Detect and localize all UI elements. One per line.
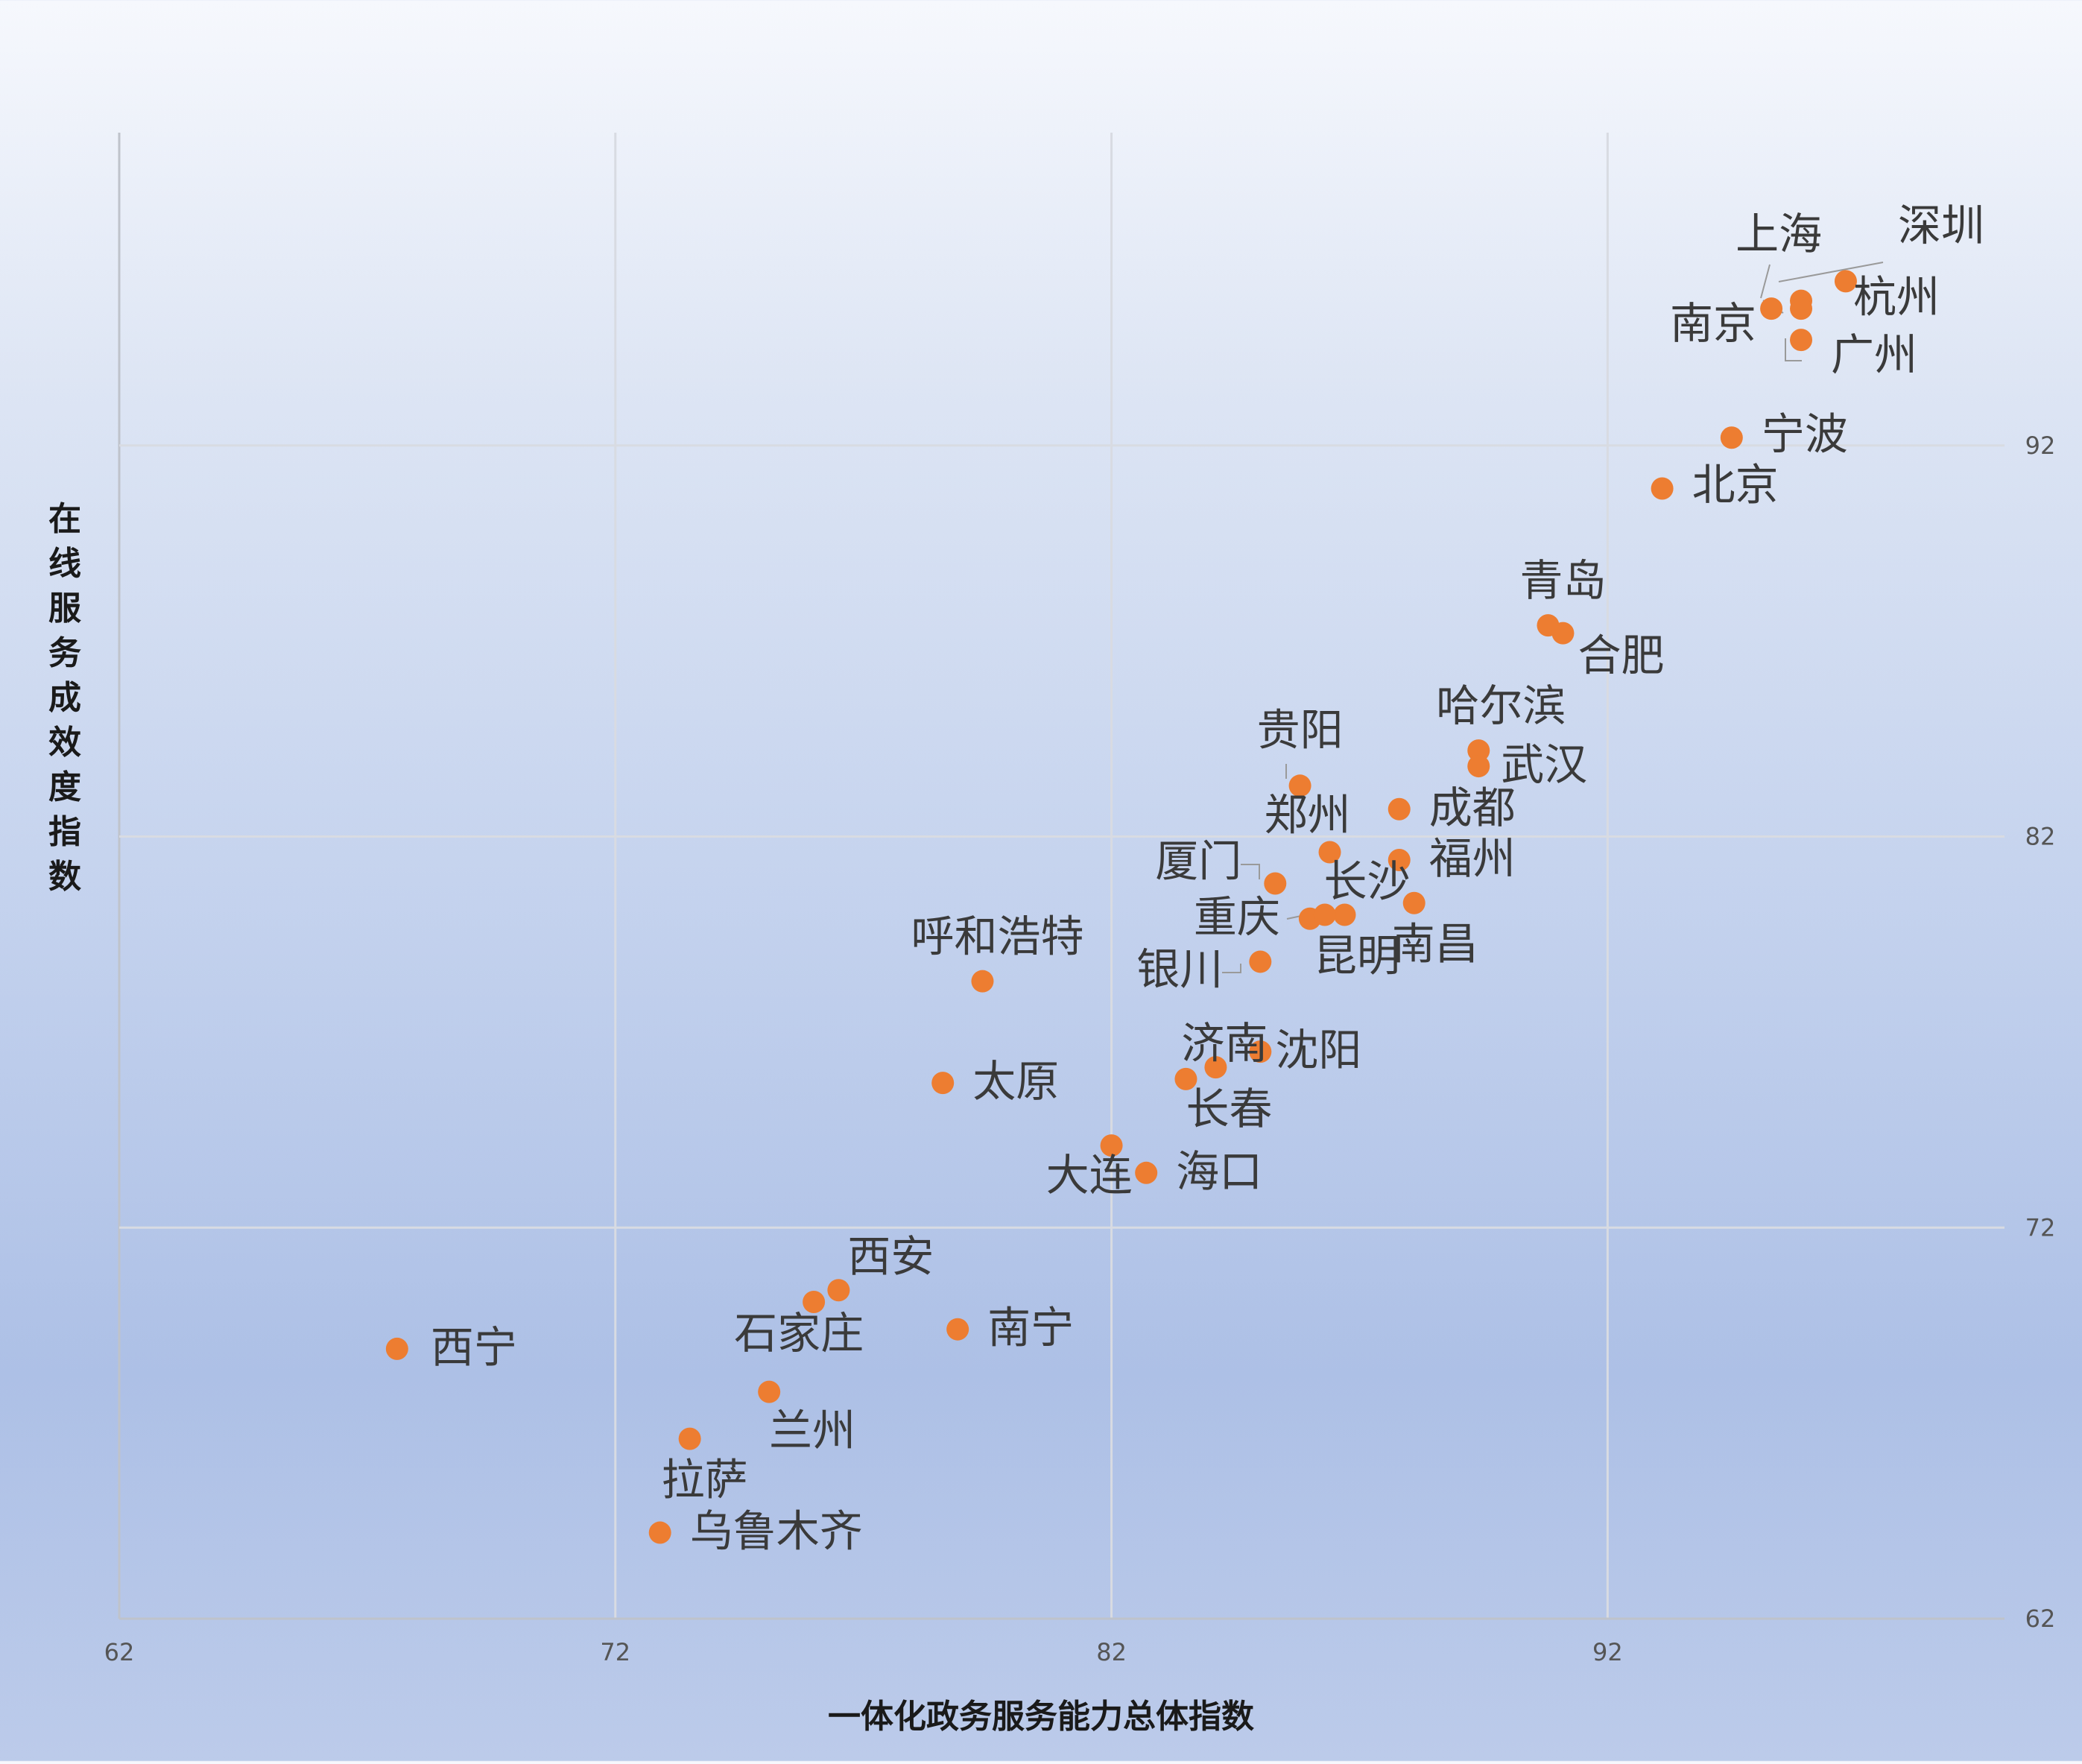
data-label: 银川 (1136, 943, 1223, 994)
data-label: 大连 (1046, 1150, 1133, 1201)
data-label: 青岛 (1519, 555, 1606, 606)
data-label: 拉萨 (662, 1455, 748, 1505)
leader-line (1222, 964, 1241, 973)
data-label: 郑州 (1265, 790, 1351, 841)
data-label: 长沙 (1323, 856, 1410, 906)
y-axis-title-char: 数 (48, 858, 81, 896)
data-label: 成都 (1429, 783, 1516, 833)
data-label: 南宁 (987, 1303, 1074, 1353)
data-point (931, 1072, 955, 1095)
data-point (1790, 297, 1813, 320)
data-point (648, 1521, 671, 1544)
data-point (1288, 774, 1311, 797)
data-point (1333, 903, 1356, 926)
y-tick-label: 72 (2025, 1213, 2056, 1242)
data-label: 石家庄 (734, 1308, 864, 1359)
data-point (1135, 1161, 1158, 1184)
x-tick-label: 72 (600, 1638, 630, 1666)
data-point (1790, 329, 1813, 352)
data-label: 昆明 (1314, 930, 1400, 981)
data-label: 太原 (972, 1056, 1059, 1107)
leader-line (1778, 262, 1884, 282)
data-label: 广州 (1831, 329, 1917, 380)
data-point (758, 1380, 781, 1403)
data-point (1402, 891, 1426, 914)
data-label: 西宁 (431, 1322, 517, 1373)
data-label: 济南 (1181, 1018, 1268, 1069)
leader-line (1241, 864, 1260, 879)
data-point (1313, 903, 1336, 926)
leader-line (1760, 264, 1771, 299)
y-axis-title-char: 服 (48, 589, 81, 627)
y-axis-title-char: 效 (48, 724, 81, 762)
y-axis-title: 在线服务成效度指数 (48, 500, 81, 896)
data-label: 宁波 (1762, 408, 1848, 459)
data-point (1318, 841, 1341, 864)
data-label: 厦门 (1155, 835, 1241, 886)
gridlines (118, 133, 2005, 1620)
data-point (1388, 797, 1411, 821)
data-point (946, 1318, 969, 1341)
data-label: 呼和浩特 (911, 911, 1083, 962)
data-point (1760, 297, 1783, 320)
data-point (1651, 477, 1674, 500)
data-label: 海口 (1176, 1146, 1262, 1197)
data-label: 杭州 (1853, 272, 1940, 323)
data-label: 长春 (1186, 1084, 1272, 1134)
data-point (1249, 950, 1272, 973)
data-point (1551, 622, 1575, 645)
y-axis-title-char: 务 (48, 634, 81, 672)
data-label: 北京 (1692, 460, 1779, 510)
data-point (678, 1427, 701, 1450)
data-point (827, 1279, 850, 1302)
x-axis-title: 一体化政务服务能力总体指数 (828, 1698, 1254, 1736)
data-label: 武汉 (1501, 739, 1587, 790)
y-axis-title-char: 在 (48, 500, 81, 538)
y-axis-title-char: 线 (48, 545, 81, 583)
data-label: 哈尔滨 (1436, 680, 1566, 731)
data-label: 合肥 (1578, 630, 1664, 681)
data-label: 兰州 (769, 1406, 855, 1456)
y-axis-title-char: 度 (48, 768, 81, 806)
data-point (971, 970, 994, 993)
data-label: 重庆 (1194, 892, 1280, 943)
data-point (1834, 270, 1857, 293)
data-label: 沈阳 (1275, 1025, 1361, 1075)
x-tick-label: 62 (104, 1638, 135, 1666)
x-tick-label: 82 (1096, 1638, 1127, 1666)
data-label: 深圳 (1898, 200, 1984, 250)
data-point (1467, 739, 1490, 762)
data-points (385, 270, 1857, 1544)
data-point (1249, 1040, 1272, 1063)
data-label: 南京 (1670, 298, 1756, 349)
data-point (1264, 872, 1287, 895)
data-point (385, 1337, 408, 1360)
data-label: 西安 (847, 1231, 934, 1282)
y-tick-label: 62 (2025, 1605, 2056, 1633)
data-label: 福州 (1429, 833, 1516, 884)
y-tick-label: 82 (2025, 823, 2056, 851)
y-axis-title-char: 成 (48, 679, 81, 717)
y-tick-label: 92 (2025, 431, 2056, 460)
data-label: 南昌 (1392, 919, 1478, 970)
y-axis-title-char: 指 (48, 813, 81, 851)
tick-labels: 62 72 82 92 92 82 72 62 (104, 431, 2056, 1666)
data-point (1720, 426, 1743, 449)
data-point (1204, 1056, 1227, 1079)
data-label: 贵阳 (1257, 704, 1344, 755)
data-label: 上海 (1735, 209, 1822, 259)
leader-line (1785, 338, 1802, 361)
data-point (803, 1290, 826, 1313)
data-point (1467, 755, 1490, 778)
data-point (1174, 1067, 1197, 1090)
data-point (1100, 1134, 1123, 1157)
x-tick-label: 92 (1592, 1638, 1623, 1666)
data-label: 乌鲁木齐 (690, 1506, 863, 1557)
data-point (1388, 849, 1411, 872)
